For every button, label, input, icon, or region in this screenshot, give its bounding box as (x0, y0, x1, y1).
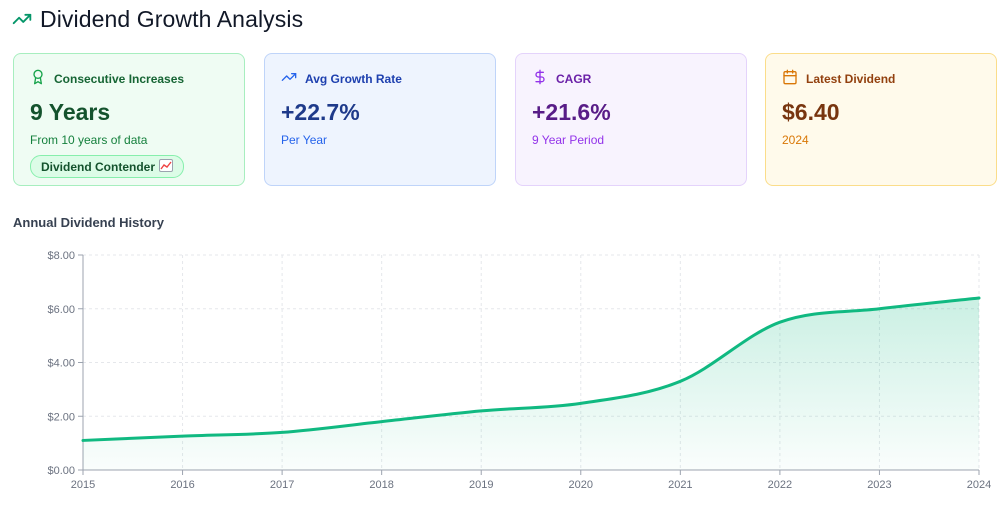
header: Dividend Growth Analysis (12, 4, 303, 34)
dollar-icon (532, 69, 548, 90)
trending-up-icon (12, 9, 32, 29)
x-tick-label: 2018 (369, 479, 393, 491)
card-value: 9 Years (30, 99, 111, 125)
award-icon (30, 69, 46, 90)
card-value: +22.7% (281, 99, 360, 125)
y-tick-label: $4.00 (47, 358, 75, 370)
x-tick-label: 2015 (71, 479, 95, 491)
card-latest-dividend: Latest Dividend $6.40 2024 (765, 53, 997, 186)
card-consecutive-increases: Consecutive Increases 9 Years From 10 ye… (13, 53, 245, 186)
card-avg-growth-rate: Avg Growth Rate +22.7% Per Year (264, 53, 496, 186)
card-subtext: Per Year (281, 133, 328, 147)
x-tick-label: 2022 (768, 479, 792, 491)
calendar-icon (782, 69, 798, 90)
y-tick-label: $8.00 (47, 250, 75, 262)
y-tick-label: $6.00 (47, 304, 75, 316)
card-subtext: 2024 (782, 133, 809, 147)
card-value: +21.6% (532, 99, 611, 125)
page-title: Dividend Growth Analysis (40, 5, 304, 32)
x-tick-label: 2020 (569, 479, 593, 491)
x-tick-label: 2024 (967, 479, 991, 491)
badge-label: Dividend Contender (41, 159, 156, 174)
y-tick-label: $2.00 (47, 411, 75, 423)
dividend-history-chart: $0.00 $2.00 $4.00 $6.00 $8.00 2015 2016 2017 201… (47, 250, 991, 491)
x-tick-label: 2019 (469, 479, 493, 491)
card-value: $6.40 (782, 99, 840, 125)
card-label: Latest Dividend (806, 72, 896, 86)
x-tick-label: 2023 (867, 479, 891, 491)
card-label: Avg Growth Rate (305, 72, 402, 86)
series-line (81, 296, 981, 442)
chart-title: Annual Dividend History (13, 215, 164, 230)
trending-up-icon (281, 69, 297, 90)
card-cagr: CAGR +21.6% 9 Year Period (515, 53, 747, 186)
x-tick-label: 2017 (270, 479, 294, 491)
chart-plot (81, 296, 981, 470)
card-subtext: 9 Year Period (532, 133, 605, 147)
series-area (83, 298, 979, 470)
y-tick-label: $0.00 (47, 465, 75, 477)
card-label: Consecutive Increases (54, 72, 185, 86)
x-tick-label: 2021 (668, 479, 692, 491)
x-tick-label: 2016 (170, 479, 194, 491)
card-subtext: From 10 years of data (30, 133, 148, 147)
chart-emoji-icon (159, 158, 174, 175)
card-label: CAGR (556, 72, 592, 86)
status-badge: Dividend Contender (30, 155, 185, 178)
